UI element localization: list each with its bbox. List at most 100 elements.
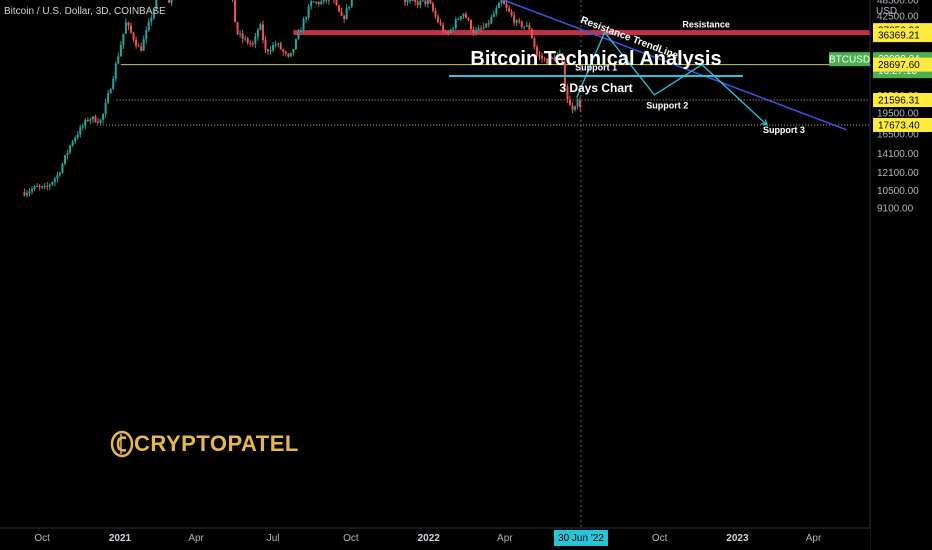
candle-body bbox=[53, 178, 56, 183]
candle-body bbox=[414, 0, 417, 2]
candle-body bbox=[66, 152, 69, 156]
projection-arrowhead bbox=[761, 119, 769, 126]
candle-body bbox=[426, 0, 429, 5]
candle-body bbox=[459, 16, 462, 19]
crosshair-date-tag bbox=[553, 530, 608, 546]
candle-body bbox=[89, 119, 92, 121]
candle-body bbox=[467, 18, 470, 21]
candle-body bbox=[94, 116, 97, 123]
candle-body bbox=[574, 106, 577, 110]
candle-body bbox=[129, 25, 132, 33]
candle-body bbox=[302, 19, 305, 31]
candle-body bbox=[99, 119, 102, 123]
candle-body bbox=[348, 6, 351, 9]
candle-body bbox=[508, 7, 511, 12]
y-tick-label: 9100.00 bbox=[877, 204, 914, 215]
price-tag bbox=[873, 93, 932, 108]
candle-body bbox=[315, 1, 318, 3]
candle-body bbox=[444, 32, 447, 34]
candle-body bbox=[568, 99, 571, 106]
crosshair-date-label: 30 Jun '22 bbox=[558, 533, 604, 544]
x-tick-label: Apr bbox=[806, 533, 822, 544]
candle-body bbox=[317, 1, 320, 4]
candle-body bbox=[244, 38, 247, 40]
candle-body bbox=[264, 40, 267, 50]
candle-body bbox=[41, 186, 44, 188]
candle-body bbox=[482, 27, 485, 29]
candle-body bbox=[579, 100, 582, 108]
candle-body bbox=[535, 46, 538, 55]
candle-body bbox=[515, 20, 518, 23]
candle-body bbox=[145, 30, 148, 40]
candle-body bbox=[447, 32, 450, 34]
candle-body bbox=[533, 38, 536, 47]
candle-body bbox=[485, 23, 488, 28]
candle-body bbox=[274, 44, 277, 46]
candle-body bbox=[31, 189, 34, 192]
candle-body bbox=[124, 22, 127, 34]
candle-body bbox=[505, 4, 508, 8]
candle-body bbox=[520, 21, 523, 28]
price-axis[interactable] bbox=[870, 0, 932, 550]
candle-body bbox=[566, 86, 569, 100]
price-tag-label: 36369.21 bbox=[878, 31, 920, 42]
candle-body bbox=[61, 163, 64, 173]
candle-body bbox=[289, 52, 292, 57]
candle-body bbox=[502, 0, 505, 5]
candle-body bbox=[538, 54, 541, 56]
x-tick-label: Oct bbox=[343, 533, 359, 544]
candle-body bbox=[277, 43, 280, 45]
candle-body bbox=[104, 102, 107, 114]
x-tick-label: 2022 bbox=[418, 533, 441, 544]
resistance-trendline bbox=[501, 0, 847, 131]
candle-body bbox=[117, 56, 120, 64]
candle-body bbox=[297, 31, 300, 40]
candle-body bbox=[327, 0, 330, 1]
candle-body bbox=[464, 13, 467, 19]
candle-body bbox=[480, 28, 483, 30]
candle-body bbox=[419, 0, 422, 5]
candle-body bbox=[543, 58, 546, 60]
candle-body bbox=[76, 134, 79, 138]
candle-body bbox=[287, 53, 290, 57]
candle-body bbox=[256, 29, 259, 37]
candle-body bbox=[168, 0, 171, 3]
candle-body bbox=[114, 63, 117, 79]
price-tag-label: 17673.40 bbox=[878, 120, 920, 131]
candle-body bbox=[434, 10, 437, 17]
candle-body bbox=[305, 17, 308, 20]
x-tick-label: Jul bbox=[267, 533, 280, 544]
candle-body bbox=[325, 0, 328, 1]
candle-body bbox=[404, 0, 407, 3]
title-underline bbox=[449, 75, 743, 77]
currency-label: USD bbox=[876, 6, 897, 17]
candle-body bbox=[475, 30, 478, 34]
candle-body bbox=[150, 18, 153, 22]
candle-body bbox=[147, 21, 150, 31]
candle-body bbox=[429, 0, 432, 4]
candle-body bbox=[137, 45, 140, 47]
candle-body bbox=[69, 145, 72, 153]
candle-body bbox=[102, 113, 105, 120]
candle-body bbox=[279, 43, 282, 50]
candle-body bbox=[312, 1, 315, 3]
price-tag bbox=[873, 117, 932, 132]
candle-body bbox=[56, 174, 59, 179]
time-axis[interactable] bbox=[0, 528, 870, 550]
y-tick-label: 48500.00 bbox=[877, 0, 919, 6]
candle-body bbox=[576, 100, 579, 107]
candle-body bbox=[541, 55, 544, 59]
candle-body bbox=[335, 0, 338, 6]
candle-body bbox=[561, 53, 564, 64]
x-tick-label: 2021 bbox=[109, 533, 132, 544]
annotation-label: Support 1 bbox=[575, 62, 617, 72]
candle-body bbox=[51, 182, 54, 185]
candle-body bbox=[340, 11, 343, 16]
candle-body bbox=[127, 22, 130, 26]
candle-body bbox=[513, 15, 516, 23]
candle-body bbox=[546, 59, 549, 64]
candle-body bbox=[122, 33, 125, 45]
candle-body bbox=[558, 53, 561, 56]
candle-body bbox=[119, 44, 122, 57]
